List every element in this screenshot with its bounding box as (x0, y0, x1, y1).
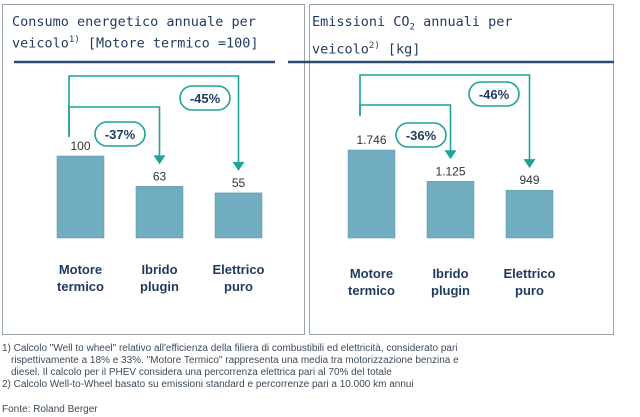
chart-title-emissions-footnote-ref: 2) (368, 40, 380, 51)
reduction-badge-0 (94, 121, 146, 147)
reduction-arrow-head-1 (523, 159, 536, 169)
chart-title-energy-footnote-ref: 1) (68, 35, 80, 45)
reduction-badge-label-0: -37% (105, 127, 136, 142)
category-label-1-0: Ibrido (141, 262, 177, 277)
chart-title-emissions-word2: veicolo (312, 41, 369, 58)
reduction-arrow-line-1 (68, 75, 240, 163)
footnote-1-line3: diesel. Il calcolo per il PHEV considera… (11, 367, 392, 378)
category-label-1-1: plugin (431, 283, 470, 298)
chart-title-energy-line1: Consumo energetico annuale per (12, 14, 256, 30)
bar-2 (505, 189, 554, 239)
reduction-arrow-head-0 (444, 150, 457, 160)
bar-value-label-0: 1.746 (356, 133, 386, 147)
category-label-2-1: puro (515, 283, 544, 298)
reduction-badge-label-1: -45% (190, 91, 221, 106)
chart-title-energy: Consumo energetico annuale per veicolo1)… (12, 13, 259, 53)
chart-title-energy-line2: veicolo1) [Motore termico =100] (12, 31, 259, 53)
category-label-1-0: Ibrido (432, 266, 468, 281)
bar-0 (347, 149, 396, 239)
chart-title-emissions-word: Emissioni CO (312, 14, 410, 30)
category-label-1-1: plugin (140, 279, 179, 294)
bar-value-label-1: 63 (153, 169, 167, 183)
bar-2 (214, 192, 263, 239)
chart-title-emissions: Emissioni CO2 annuali per veicolo2) [kg] (312, 13, 513, 58)
reduction-arrow-head-0 (153, 155, 166, 165)
chart-title-energy-word: veicolo (12, 35, 69, 52)
chart-title-emissions-line2: veicolo2) [kg] (312, 37, 513, 59)
chart-title-emissions-rest: annuali per (414, 14, 513, 30)
category-label-0-1: termico (57, 279, 104, 294)
chart-title-emissions-subscript: 2 (409, 22, 415, 33)
bar-1 (426, 181, 475, 239)
reduction-badge-label-0: -36% (406, 128, 437, 143)
footnote-2: 2) Calcolo Well-to-Wheel basato su emiss… (2, 379, 414, 390)
reduction-badge-0 (395, 122, 447, 148)
chart-title-energy-unit: [Motore termico =100] (79, 35, 259, 52)
category-label-2-0: Elettrico (212, 262, 264, 277)
reduction-arrow-head-1 (232, 161, 245, 171)
category-label-0-0: Motore (59, 262, 102, 277)
bar-0 (56, 155, 105, 239)
footnotes: 1) Calcolo "Well to wheel" relativo all'… (2, 343, 622, 391)
reduction-badge-1 (468, 81, 520, 107)
reduction-badge-label-1: -46% (479, 87, 510, 102)
bar-1 (135, 186, 184, 239)
chart-panel-energy (2, 4, 305, 335)
source-note: Fonte: Roland Berger (2, 404, 98, 415)
category-label-2-0: Elettrico (503, 266, 555, 281)
bar-value-label-0: 100 (70, 139, 90, 153)
category-label-0-1: termico (348, 283, 395, 298)
reduction-badge-1 (179, 85, 231, 111)
reduction-arrow-line-1 (359, 74, 531, 161)
category-label-0-0: Motore (350, 266, 393, 281)
chart-panel-emissions (309, 4, 614, 335)
bar-value-label-1: 1.125 (435, 164, 465, 178)
category-label-2-1: puro (224, 279, 253, 294)
bar-value-label-2: 55 (232, 176, 246, 190)
footnote-1-line2: rispettivamente a 18% e 33%. "Motore Ter… (11, 355, 459, 366)
footnote-1-line1: 1) Calcolo "Well to wheel" relativo all'… (2, 343, 458, 354)
chart-title-emissions-unit: [kg] (379, 41, 421, 58)
chart-title-emissions-line1: Emissioni CO2 annuali per (312, 13, 513, 37)
bar-value-label-2: 949 (519, 173, 539, 187)
